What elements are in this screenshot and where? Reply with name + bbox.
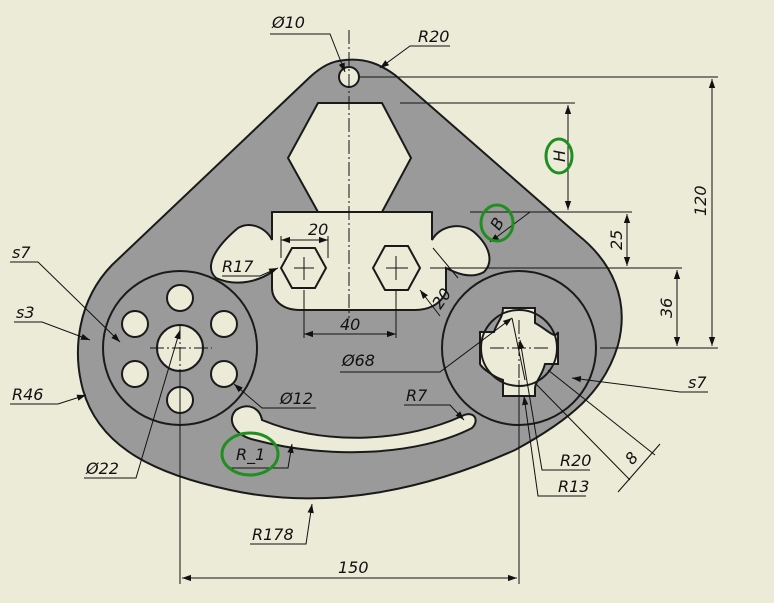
highlight-ring-b [479,203,515,243]
label-40: 40 [340,315,360,334]
label-r7: R7 [406,386,428,405]
label-s7-right: s7 [688,373,707,392]
highlight-ring-h [544,137,574,175]
label-150: 150 [338,558,369,577]
dimension-lines [10,33,718,584]
label-r178: R178 [252,525,294,544]
label-120: 120 [691,185,710,216]
part-body [77,58,623,500]
left-bolt-hole [121,360,149,388]
dimension-texts: Ø10 R20 H B 120 25 36 s7 s3 R46 R17 20 4… [12,13,710,577]
label-r13: R13 [558,477,589,496]
label-8: 8 [621,448,642,468]
small-hexes [279,245,422,291]
label-r20-top: R20 [418,27,449,46]
label-r46: R46 [12,385,43,404]
label-36: 36 [657,298,676,318]
label-dia22: Ø22 [85,459,119,478]
label-dia10: Ø10 [271,13,305,32]
left-bolt-hole [210,310,238,338]
label-s7-left: s7 [12,243,31,262]
left-bolt-hole [210,360,238,388]
highlight-rings [220,137,574,477]
label-dia68: Ø68 [341,351,375,370]
label-25: 25 [607,230,626,250]
label-dia12: Ø12 [279,389,313,408]
label-20-top: 20 [308,220,328,239]
label-s3: s3 [16,303,35,322]
highlight-ring-r1 [220,431,280,477]
lower-slot-cutout [230,405,477,454]
label-h: H [550,150,569,162]
label-r20-right: R20 [560,451,591,470]
left-bolt-hole [166,284,194,312]
left-bolt-hole [121,310,149,338]
label-r1: R_1 [236,445,265,465]
label-r17: R17 [222,257,254,276]
